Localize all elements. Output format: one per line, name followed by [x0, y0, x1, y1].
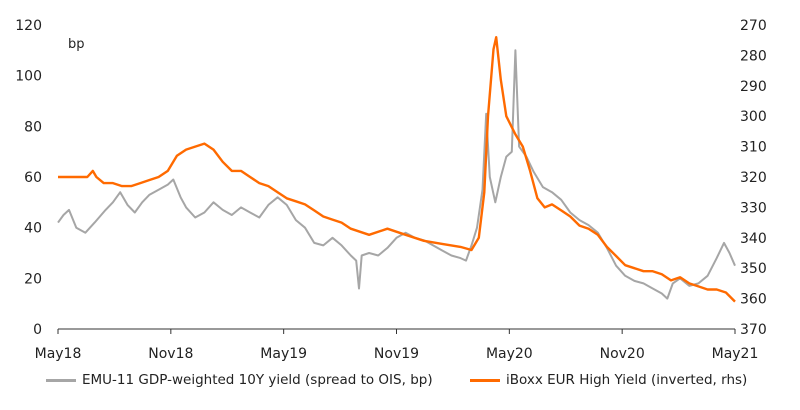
right-y-axis: 270 280 290 300 310 320 330 340 350 360 370 — [740, 18, 767, 338]
left-y-axis: 0 20 40 60 80 100 120 — [15, 18, 42, 338]
series-layer — [57, 36, 736, 303]
legend-item-orange: iBoxx EUR High Yield (inverted, rhs) — [470, 372, 747, 388]
x-tick-label: May18 — [35, 346, 82, 362]
x-tick-label: Nov19 — [374, 346, 419, 362]
y-right-tick-label: 330 — [740, 200, 767, 216]
legend-item-gray: EMU-11 GDP-weighted 10Y yield (spread to… — [46, 372, 433, 388]
line-chart: 0 20 40 60 80 100 120 270 280 290 300 310 320 330 340… — [15, 18, 767, 362]
y-right-tick-label: 270 — [740, 18, 767, 34]
legend-swatch-orange — [470, 378, 500, 382]
legend-label-gray: EMU-11 GDP-weighted 10Y yield (spread to… — [82, 372, 433, 388]
legend-label-orange: iBoxx EUR High Yield (inverted, rhs) — [506, 372, 748, 388]
y-right-tick-label: 300 — [740, 109, 767, 125]
y-right-tick-label: 310 — [740, 140, 767, 156]
x-tick-label: Nov20 — [600, 346, 645, 362]
y-left-tick-label: 40 — [24, 221, 42, 237]
y-right-tick-label: 350 — [740, 261, 767, 277]
y-left-tick-label: 0 — [33, 322, 42, 338]
y-left-tick-label: 120 — [15, 18, 42, 34]
y-right-tick-label: 340 — [740, 231, 767, 247]
y-right-tick-label: 360 — [740, 292, 767, 308]
legend: EMU-11 GDP-weighted 10Y yield (spread to… — [0, 372, 800, 402]
unit-label: bp — [68, 37, 85, 52]
y-left-tick-label: 60 — [24, 170, 42, 186]
x-tick-label: May20 — [486, 346, 533, 362]
y-right-tick-label: 290 — [740, 79, 767, 95]
x-tick-label: May21 — [712, 346, 759, 362]
y-right-tick-label: 320 — [740, 170, 767, 186]
y-left-tick-label: 80 — [24, 119, 42, 135]
y-left-tick-label: 100 — [15, 69, 42, 85]
legend-swatch-gray — [46, 378, 76, 382]
series-line-emu-11-spread — [57, 49, 736, 300]
x-tick-label: May19 — [260, 346, 307, 362]
x-axis: May18 Nov18 May19 Nov19 May20 Nov20 May21 — [35, 328, 759, 362]
y-right-tick-label: 280 — [740, 48, 767, 64]
x-tick-label: Nov18 — [148, 346, 193, 362]
series-line-iboxx-high-yield — [58, 36, 736, 303]
y-left-tick-label: 20 — [24, 271, 42, 287]
y-right-tick-label: 370 — [740, 322, 767, 338]
